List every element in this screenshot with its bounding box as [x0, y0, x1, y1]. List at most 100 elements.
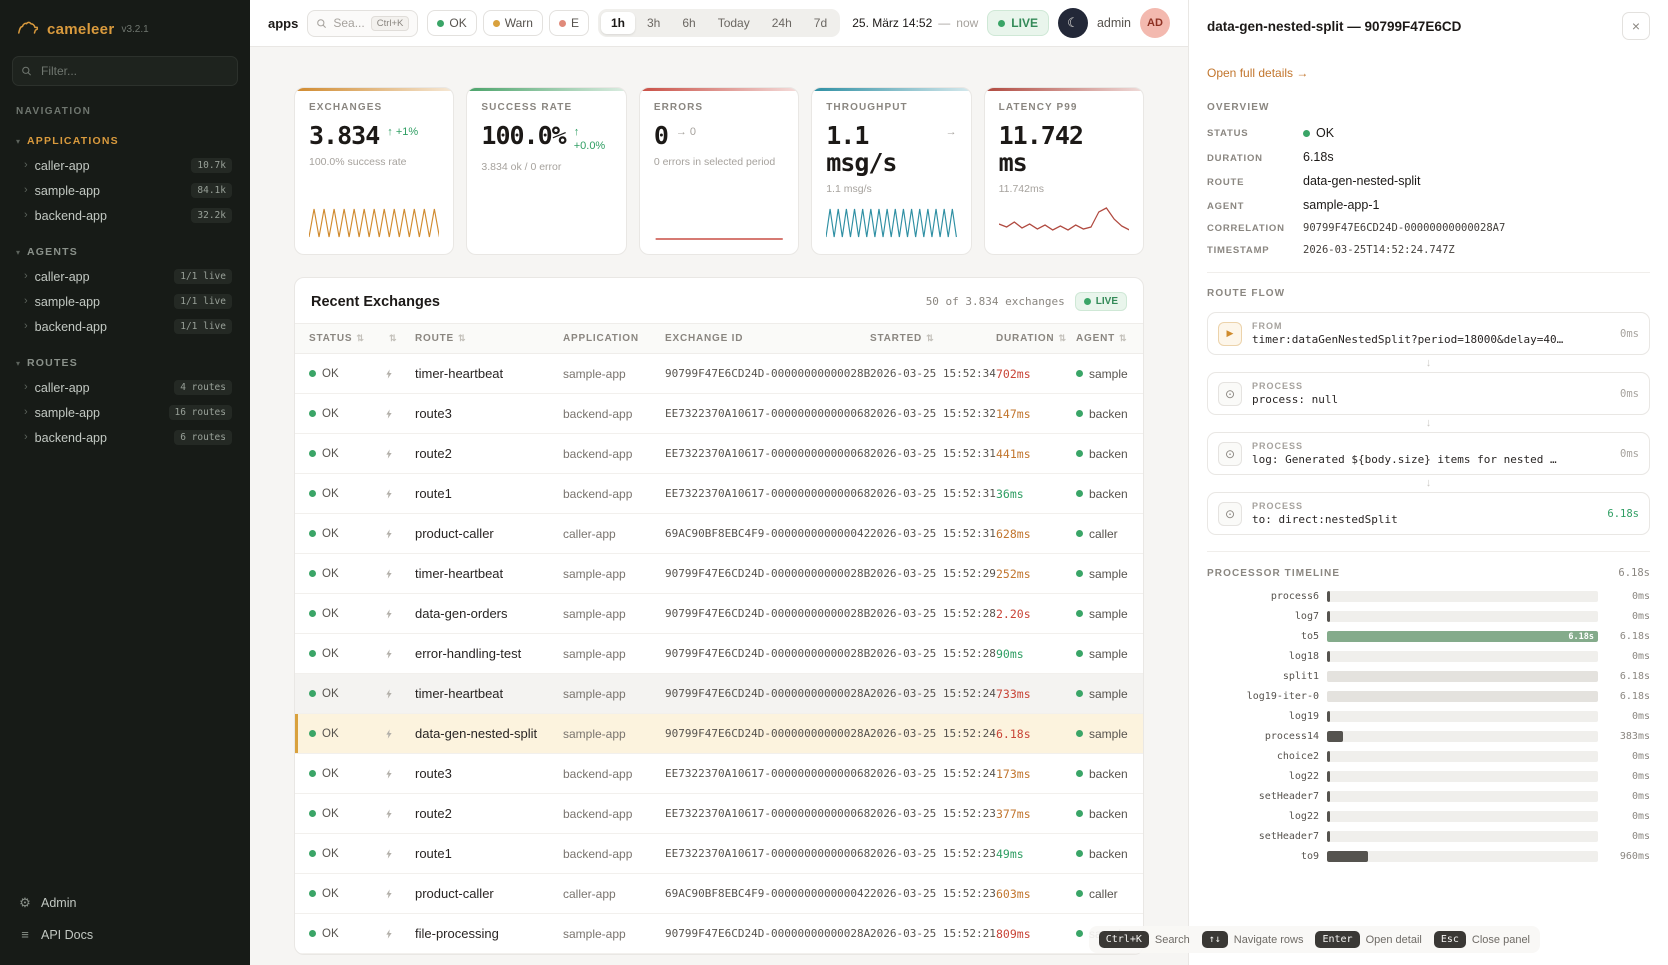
search-icon — [21, 66, 32, 77]
flow-step-2-process[interactable]: ⊙ PROCESS process: null 0ms — [1207, 372, 1650, 415]
close-icon[interactable]: × — [1622, 12, 1650, 40]
stat-label: SUCCESS RATE — [481, 102, 573, 113]
range-6h[interactable]: 6h — [672, 12, 705, 34]
search-icon — [316, 18, 327, 29]
timeline-track — [1327, 811, 1598, 822]
search-placeholder: Sea... — [333, 16, 365, 30]
open-full-details-link[interactable]: Open full details → — [1207, 66, 1309, 80]
sidebar-item-label: caller-app — [34, 158, 90, 173]
processor-name: to5 — [1300, 631, 1319, 642]
table-row-14-product-caller[interactable]: OK product-caller caller-app 69AC90BF8EB… — [295, 874, 1143, 914]
table-row-9-timer-heartbeat[interactable]: OK timer-heartbeat sample-app 90799F47E6… — [295, 674, 1143, 714]
date-range[interactable]: 25. März 14:52 — now — [852, 16, 978, 30]
table-row-2-route3[interactable]: OK route3 backend-app EE7322370A10617-00… — [295, 394, 1143, 434]
stat-card-latency-p99: LATENCY P99 11.742 ms 11.742ms — [983, 87, 1145, 255]
sidebar-item-applications-backend-app[interactable]: › backend-app 32.2k — [12, 203, 238, 228]
hint-label: Navigate rows — [1233, 933, 1304, 946]
timeline-row-to9-13: to9 960ms — [1207, 851, 1650, 862]
timeline-row-setheader7-12: setHeader7 0ms — [1207, 831, 1650, 842]
range-3h[interactable]: 3h — [637, 12, 670, 34]
sidebar-item-label: sample-app — [34, 405, 100, 420]
column-header-started[interactable]: STARTED ⇅ — [870, 333, 935, 344]
date-start: 25. März 14:52 — [852, 16, 933, 30]
sidebar-item-applications-caller-app[interactable]: › caller-app 10.7k — [12, 153, 238, 178]
avatar[interactable]: AD — [1140, 8, 1170, 38]
timeline-track — [1327, 751, 1598, 762]
status-filter-ok[interactable]: OK — [427, 10, 477, 36]
range-1h[interactable]: 1h — [600, 12, 635, 34]
sidebar-section-label: APPLICATIONS — [27, 135, 119, 147]
status-ok-icon — [1303, 129, 1310, 137]
range-7d[interactable]: 7d — [804, 12, 837, 34]
sparkline — [998, 207, 1130, 231]
flow-step-3-process[interactable]: ⊙ PROCESS log: Generated ${body.size} it… — [1207, 432, 1650, 475]
flow-step-4-process[interactable]: ⊙ PROCESS to: direct:nestedSplit 6.18s — [1207, 492, 1650, 535]
status-ok-icon — [309, 450, 316, 457]
processor-name: log19-iter-0 — [1246, 691, 1319, 702]
sidebar-item-routes-caller-app[interactable]: › caller-app 4 routes — [12, 375, 238, 400]
sidebar-item-routes-sample-app[interactable]: › sample-app 16 routes — [12, 400, 238, 425]
bolt-icon — [385, 688, 393, 699]
table-row-6-timer-heartbeat[interactable]: OK timer-heartbeat sample-app 90799F47E6… — [295, 554, 1143, 594]
timeline-row-log18-3: log18 0ms — [1207, 651, 1650, 662]
processor-name: split1 — [1282, 671, 1319, 682]
sidebar-filter-input[interactable] — [12, 56, 238, 86]
sidebar-section-header[interactable]: ▾ ROUTES — [12, 355, 238, 371]
sidebar-footer-api-docs[interactable]: ≡ API Docs — [12, 920, 238, 949]
table-row-12-route2[interactable]: OK route2 backend-app EE7322370A10617-00… — [295, 794, 1143, 834]
table-row-11-route3[interactable]: OK route3 backend-app EE7322370A10617-00… — [295, 754, 1143, 794]
sidebar-item-badge: 6 routes — [174, 430, 232, 445]
tab-apps[interactable]: apps — [268, 15, 299, 31]
column-header-icon[interactable]: ⇅ — [385, 324, 415, 353]
timeline-row-split1-4: split1 6.18s — [1207, 671, 1650, 682]
column-header-application[interactable]: APPLICATION⇅ — [563, 333, 639, 344]
range-24h[interactable]: 24h — [762, 12, 802, 34]
chip-label: E — [570, 16, 579, 30]
status-filter-e[interactable]: E — [548, 10, 589, 36]
status-filter-warn[interactable]: Warn — [482, 10, 543, 36]
table-row-5-product-caller[interactable]: OK product-caller caller-app 69AC90BF8EB… — [295, 514, 1143, 554]
table-row-1-timer-heartbeat[interactable]: OK timer-heartbeat sample-app 90799F47E6… — [295, 354, 1143, 394]
table-row-10-data-gen-nested-split[interactable]: OK data-gen-nested-split sample-app 9079… — [295, 714, 1143, 754]
global-search[interactable]: Sea... Ctrl+K — [307, 9, 419, 37]
column-header-duration[interactable]: DURATION ⇅ — [996, 333, 1067, 344]
api-docs-icon: ≡ — [21, 927, 29, 942]
sidebar-section-header[interactable]: ▾ AGENTS — [12, 244, 238, 260]
column-header-exchange-id[interactable]: EXCHANGE ID⇅ — [665, 333, 744, 344]
stat-value: 11.742 ms — [998, 121, 1084, 177]
table-row-7-data-gen-orders[interactable]: OK data-gen-orders sample-app 90799F47E6… — [295, 594, 1143, 634]
column-header-route[interactable]: ROUTE ⇅ — [415, 333, 467, 344]
exchange-count: 50 of 3.834 exchanges — [925, 295, 1065, 308]
hint-key: Enter — [1315, 931, 1360, 948]
dark-mode-toggle[interactable]: ☾ — [1057, 8, 1088, 38]
table-row-15-file-processing[interactable]: OK file-processing sample-app 90799F47E6… — [295, 914, 1143, 954]
bolt-icon — [385, 448, 393, 459]
live-button[interactable]: LIVE — [987, 10, 1049, 36]
table-row-13-route1[interactable]: OK route1 backend-app EE7322370A10617-00… — [295, 834, 1143, 874]
sidebar-item-routes-backend-app[interactable]: › backend-app 6 routes — [12, 425, 238, 450]
stat-card-throughput: THROUGHPUT 1.1 msg/s → 1.1 msg/s — [811, 87, 972, 255]
sidebar-section-label: AGENTS — [27, 246, 78, 258]
sidebar-footer-admin[interactable]: ⚙ Admin — [12, 888, 238, 918]
sort-icon: ⇅ — [389, 333, 398, 343]
flow-text: log: Generated ${body.size} items for ne… — [1252, 453, 1557, 466]
sidebar-item-agents-caller-app[interactable]: › caller-app 1/1 live — [12, 264, 238, 289]
flow-step-1-from[interactable]: ▶ FROM timer:dataGenNestedSplit?period=1… — [1207, 312, 1650, 355]
column-header-agent[interactable]: AGENT ⇅ — [1076, 333, 1128, 344]
bolt-icon — [385, 728, 393, 739]
sidebar-section-header[interactable]: ▾ APPLICATIONS — [12, 133, 238, 149]
stat-subtext: 11.742ms — [998, 183, 1044, 195]
table-row-4-route1[interactable]: OK route1 backend-app EE7322370A10617-00… — [295, 474, 1143, 514]
sidebar-item-badge: 1/1 live — [174, 319, 232, 334]
sidebar-item-label: backend-app — [34, 208, 107, 223]
table-row-3-route2[interactable]: OK route2 backend-app EE7322370A10617-00… — [295, 434, 1143, 474]
stat-label: EXCHANGES — [309, 102, 383, 113]
agent-status-icon — [1076, 450, 1083, 457]
sidebar-item-agents-sample-app[interactable]: › sample-app 1/1 live — [12, 289, 238, 314]
table-row-8-error-handling-test[interactable]: OK error-handling-test sample-app 90799F… — [295, 634, 1143, 674]
sidebar-item-agents-backend-app[interactable]: › backend-app 1/1 live — [12, 314, 238, 339]
range-today[interactable]: Today — [708, 12, 760, 34]
hint-key: ↑↓ — [1201, 931, 1228, 948]
sidebar-item-applications-sample-app[interactable]: › sample-app 84.1k — [12, 178, 238, 203]
column-header-status[interactable]: STATUS ⇅ — [309, 333, 365, 344]
